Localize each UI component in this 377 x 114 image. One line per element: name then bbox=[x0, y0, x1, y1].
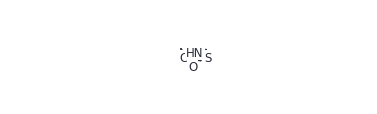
Text: N: N bbox=[179, 47, 188, 60]
Text: O: O bbox=[188, 60, 198, 73]
Text: Cl: Cl bbox=[179, 51, 191, 64]
Text: S: S bbox=[204, 51, 211, 64]
Text: HN: HN bbox=[186, 46, 204, 59]
